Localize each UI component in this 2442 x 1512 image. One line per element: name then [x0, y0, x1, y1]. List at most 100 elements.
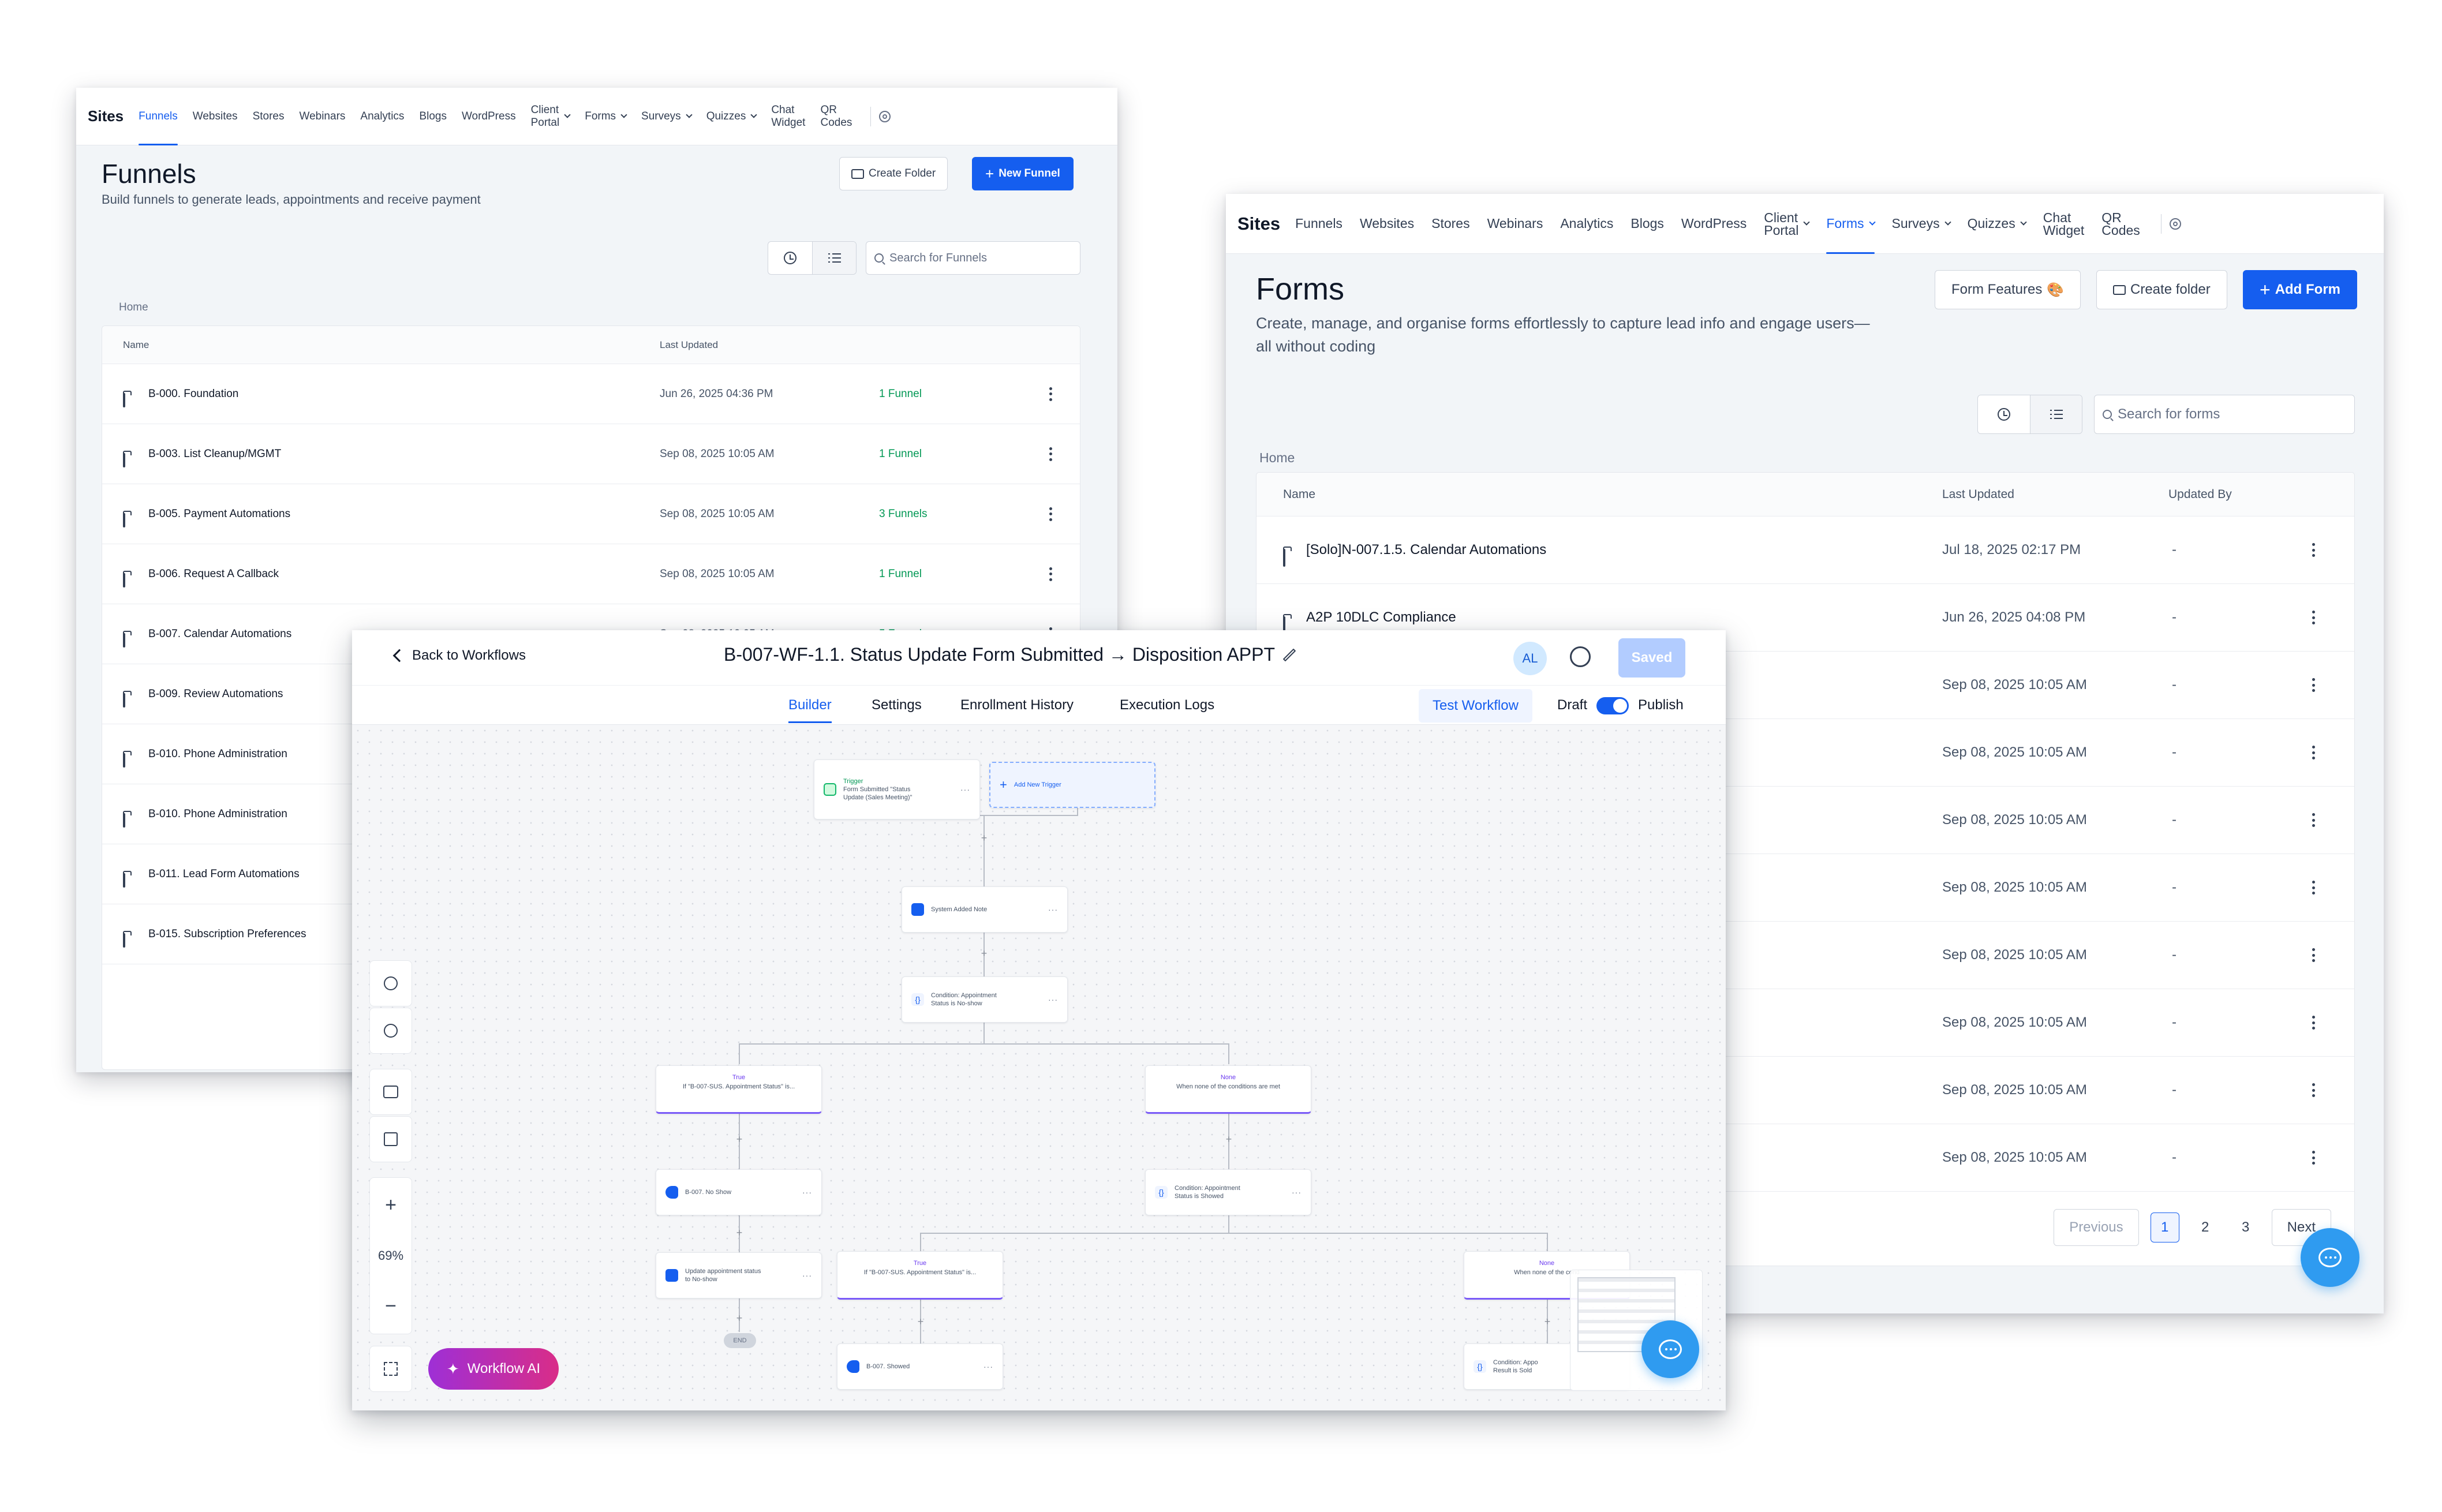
toolbar-sticky-note[interactable]	[369, 1116, 412, 1162]
recent-view-button[interactable]	[1978, 395, 2030, 433]
nav-item-client-portal[interactable]: Client Portal	[1764, 194, 1811, 254]
tag-node[interactable]: B-007. Showed ···	[837, 1343, 1003, 1390]
node-menu-icon[interactable]: ···	[1048, 905, 1058, 914]
node-menu-icon[interactable]: ···	[802, 1188, 812, 1197]
tab-enrollment-history[interactable]: Enrollment History	[960, 697, 1074, 713]
nav-item-websites[interactable]: Websites	[1359, 216, 1415, 231]
add-new-trigger-node[interactable]: + Add New Trigger	[989, 762, 1155, 808]
add-step-icon[interactable]: +	[1225, 1133, 1232, 1145]
nav-item-wordpress[interactable]: WordPress	[461, 110, 516, 122]
list-view-button[interactable]	[812, 242, 856, 274]
add-step-icon[interactable]: +	[736, 1312, 743, 1324]
nav-item-qr-codes[interactable]: QR Codes	[2101, 209, 2140, 238]
more-vertical-icon[interactable]	[1049, 507, 1052, 521]
page-1-button[interactable]: 1	[2150, 1212, 2179, 1242]
add-form-button[interactable]: + Add Form	[2243, 270, 2358, 309]
nav-item-quizzes[interactable]: Quizzes	[706, 88, 757, 145]
history-icon[interactable]	[1570, 646, 1591, 667]
form-features-button[interactable]: Form Features 🎨	[1935, 270, 2081, 309]
table-row[interactable]: [Solo]N-007.1.5. Calendar Automations Jul…	[1256, 517, 2354, 584]
zoom-in-button[interactable]: +	[385, 1193, 397, 1216]
table-row[interactable]: Sep 08, 2025 10:05 AM -	[1256, 652, 2354, 719]
nav-item-stores[interactable]: Stores	[252, 110, 285, 122]
nav-item-forms[interactable]: Forms	[585, 88, 627, 145]
nav-item-webinars[interactable]: Webinars	[1487, 216, 1543, 231]
nav-item-chat-widget[interactable]: Chat Widget	[771, 103, 806, 129]
add-step-icon[interactable]: +	[736, 1133, 743, 1145]
breadcrumb[interactable]: Home	[1259, 450, 1295, 465]
branch-true[interactable]: True If "B-007-SUS. Appointment Status" …	[656, 1065, 822, 1114]
condition-node[interactable]: {} Condition: Appointment Status is Showe…	[1145, 1169, 1311, 1215]
table-row[interactable]: Sep 08, 2025 10:05 AM -	[1256, 719, 2354, 787]
node-menu-icon[interactable]: ···	[802, 1271, 812, 1280]
nav-item-analytics[interactable]: Analytics	[360, 110, 405, 122]
system-note-node[interactable]: System Added Note ···	[902, 886, 1068, 933]
more-vertical-icon[interactable]	[2312, 881, 2315, 895]
more-vertical-icon[interactable]	[2312, 746, 2315, 759]
avatar[interactable]: AL	[1513, 642, 1547, 675]
table-row[interactable]: Sep 08, 2025 10:05 AM -	[1256, 1124, 2354, 1192]
more-vertical-icon[interactable]	[2312, 948, 2315, 962]
page-3-button[interactable]: 3	[2241, 1219, 2250, 1235]
more-vertical-icon[interactable]	[2312, 543, 2315, 557]
nav-item-blogs[interactable]: Blogs	[419, 110, 447, 122]
create-folder-button[interactable]: Create folder	[2096, 270, 2227, 309]
nav-item-qr-codes[interactable]: QR Codes	[820, 103, 852, 129]
nav-item-websites[interactable]: Websites	[192, 110, 238, 122]
more-vertical-icon[interactable]	[2312, 1151, 2315, 1165]
tab-execution-logs[interactable]: Execution Logs	[1120, 697, 1215, 713]
nav-item-funnels[interactable]: Funnels	[1295, 216, 1342, 231]
table-row[interactable]: B-005. Payment Automations Sep 08, 2025 1…	[102, 484, 1080, 544]
more-vertical-icon[interactable]	[2312, 678, 2315, 692]
more-vertical-icon[interactable]	[1049, 447, 1052, 461]
publish-toggle[interactable]	[1596, 697, 1629, 714]
table-row[interactable]: Sep 08, 2025 10:05 AM -	[1256, 989, 2354, 1057]
tab-builder[interactable]: Builder	[788, 697, 832, 723]
toolbar-stats[interactable]	[369, 1008, 412, 1054]
nav-item-webinars[interactable]: Webinars	[299, 110, 346, 122]
test-workflow-button[interactable]: Test Workflow	[1419, 689, 1532, 723]
update-appointment-node[interactable]: Update appointment status to No-show ···	[656, 1252, 822, 1298]
toolbar-check[interactable]	[369, 960, 412, 1006]
toolbar-comment[interactable]	[369, 1069, 412, 1115]
add-step-icon[interactable]: +	[1544, 1316, 1551, 1327]
table-row[interactable]: Sep 08, 2025 10:05 AM -	[1256, 854, 2354, 922]
back-to-workflows-link[interactable]: Back to Workflows	[392, 648, 526, 664]
more-vertical-icon[interactable]	[2312, 1016, 2315, 1030]
node-menu-icon[interactable]: ···	[1048, 995, 1058, 1004]
recent-view-button[interactable]	[768, 242, 812, 274]
chat-widget-button[interactable]	[1641, 1320, 1699, 1378]
nav-item-stores[interactable]: Stores	[1431, 216, 1470, 231]
nav-item-blogs[interactable]: Blogs	[1631, 216, 1664, 231]
nav-item-wordpress[interactable]: WordPress	[1681, 216, 1747, 231]
add-step-icon[interactable]: +	[981, 948, 988, 959]
list-view-button[interactable]	[2030, 395, 2082, 433]
workflow-canvas[interactable]: + + + + + + + + Trigger Form Submitted "S…	[352, 725, 1726, 1410]
more-vertical-icon[interactable]	[2312, 1083, 2315, 1097]
tag-node[interactable]: B-007. No Show ···	[656, 1169, 822, 1215]
nav-item-quizzes[interactable]: Quizzes	[1968, 194, 2027, 254]
page-2-button[interactable]: 2	[2201, 1219, 2209, 1235]
table-row[interactable]: B-000. Foundation Jun 26, 2025 04:36 PM 1 …	[102, 364, 1080, 424]
node-menu-icon[interactable]: ···	[1292, 1188, 1302, 1197]
trigger-node[interactable]: Trigger Form Submitted "Status Update (Sal…	[814, 759, 980, 819]
fit-view-button[interactable]	[369, 1346, 412, 1392]
zoom-out-button[interactable]: −	[385, 1295, 397, 1318]
table-row[interactable]: A2P 10DLC Compliance Jun 26, 2025 04:08 P…	[1256, 584, 2354, 652]
gear-icon[interactable]	[879, 110, 891, 122]
table-row[interactable]: Sep 08, 2025 10:05 AM -	[1256, 787, 2354, 854]
more-vertical-icon[interactable]	[2312, 813, 2315, 827]
workflow-ai-button[interactable]: ✦ Workflow AI	[428, 1348, 559, 1390]
branch-true[interactable]: True If "B-007-SUS. Appointment Status" …	[837, 1251, 1003, 1300]
condition-node[interactable]: {} Condition: Appointment Status is No-sh…	[902, 976, 1068, 1023]
nav-item-chat-widget[interactable]: Chat Widget	[2043, 209, 2085, 238]
nav-item-funnels[interactable]: Funnels	[139, 88, 178, 145]
saved-button[interactable]: Saved	[1618, 638, 1685, 678]
add-step-icon[interactable]: +	[736, 1227, 743, 1238]
edit-pencil-icon[interactable]	[1282, 648, 1296, 661]
gear-icon[interactable]	[2169, 218, 2181, 230]
more-vertical-icon[interactable]	[1049, 567, 1052, 581]
nav-item-client-portal[interactable]: Client Portal	[531, 88, 571, 145]
add-step-icon[interactable]: +	[917, 1316, 924, 1327]
new-funnel-button[interactable]: + New Funnel	[972, 157, 1074, 190]
